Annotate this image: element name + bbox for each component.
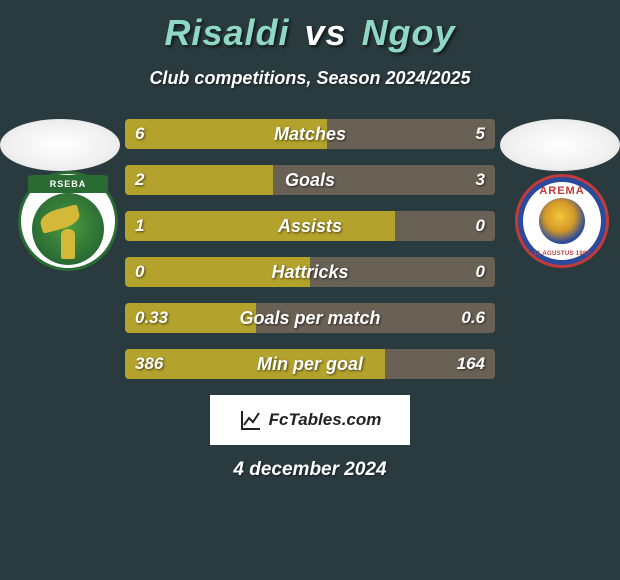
stat-bars: 65Matches 23Goals 10Assists 00Hattricks 0.33… <box>125 119 495 379</box>
player2-avatar-placeholder <box>500 119 620 171</box>
comparison-content: RSEBA AREMA 11 AGUSTUS 1987 65Matches 23G… <box>0 119 620 481</box>
page-title: Risaldi vs Ngoy <box>0 0 620 54</box>
chart-icon <box>239 408 263 432</box>
club-right-date: 11 AGUSTUS 1987 <box>534 251 591 257</box>
stat-row: 0.330.6Goals per match <box>125 303 495 333</box>
tower-icon <box>61 229 75 259</box>
player2-name: Ngoy <box>362 12 456 53</box>
lion-icon <box>539 198 585 244</box>
stat-row: 00Hattricks <box>125 257 495 287</box>
stat-label: Min per goal <box>125 349 495 379</box>
club-logo-left: RSEBA <box>18 171 118 271</box>
stat-row: 65Matches <box>125 119 495 149</box>
brand-text: FcTables.com <box>269 410 382 430</box>
date-text: 4 december 2024 <box>0 459 620 481</box>
stat-label: Assists <box>125 211 495 241</box>
club-left-banner: RSEBA <box>28 175 108 193</box>
stat-row: 386164Min per goal <box>125 349 495 379</box>
club-logo-right: AREMA 11 AGUSTUS 1987 <box>512 171 612 271</box>
stat-label: Goals <box>125 165 495 195</box>
stat-label: Matches <box>125 119 495 149</box>
fish-icon <box>38 204 82 234</box>
stat-label: Goals per match <box>125 303 495 333</box>
player1-avatar-placeholder <box>0 119 120 171</box>
subtitle: Club competitions, Season 2024/2025 <box>0 68 620 89</box>
brand-box: FcTables.com <box>210 395 410 445</box>
stat-label: Hattricks <box>125 257 495 287</box>
club-right-name: AREMA <box>539 185 584 197</box>
stat-row: 10Assists <box>125 211 495 241</box>
stat-row: 23Goals <box>125 165 495 195</box>
player1-name: Risaldi <box>164 12 289 53</box>
vs-text: vs <box>305 12 347 53</box>
